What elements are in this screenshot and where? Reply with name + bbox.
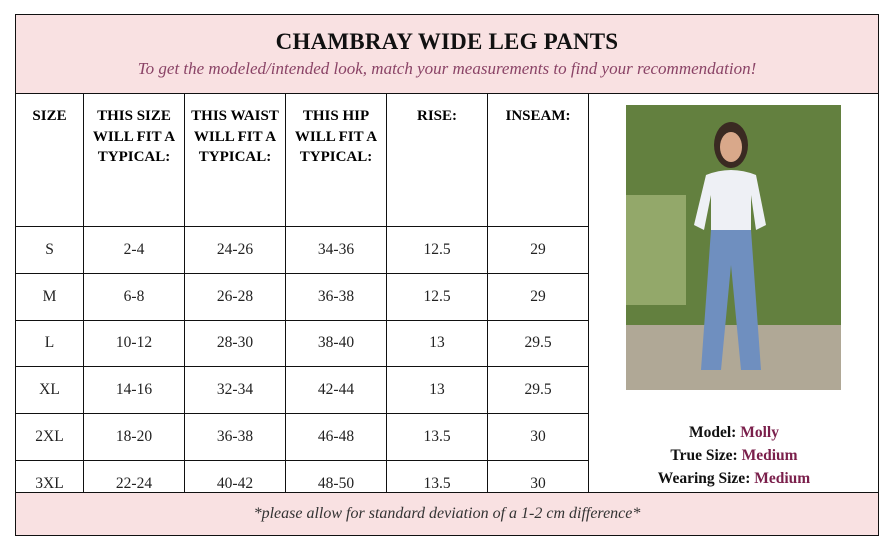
true-size-value: Medium	[741, 447, 798, 464]
true-size-label: True Size:	[670, 447, 738, 464]
table-cell: 42-44	[285, 366, 387, 415]
table-cell: 18-20	[83, 413, 185, 461]
table-cell: 24-26	[184, 226, 286, 274]
table-row: L 10-12 28-30 38-40 13 29.5	[16, 319, 589, 368]
wearing-size-value: Medium	[754, 470, 811, 487]
table-cell: 34-36	[285, 226, 387, 274]
table-cell: 36-38	[285, 272, 387, 321]
table-cell: 2XL	[16, 413, 84, 461]
table-cell: 12.5	[386, 272, 488, 321]
size-table: SIZE THIS SIZE WILL FIT A TYPICAL: THIS WA…	[16, 93, 589, 508]
model-name: Molly	[740, 424, 779, 441]
table-cell: XL	[16, 366, 84, 415]
column-header: THIS SIZE WILL FIT A TYPICAL:	[83, 93, 185, 227]
model-photo	[626, 105, 841, 390]
page-title: CHAMBRAY WIDE LEG PANTS	[275, 29, 619, 54]
table-cell: 13	[386, 319, 488, 368]
table-cell: L	[16, 319, 84, 368]
footer-note: *please allow for standard deviation of …	[16, 492, 878, 535]
table-cell: 13	[386, 366, 488, 415]
table-cell: 29	[487, 272, 589, 321]
wearing-size-label: Wearing Size:	[657, 470, 751, 487]
table-cell: 26-28	[184, 272, 286, 321]
table-cell: 30	[487, 413, 589, 461]
table-cell: 46-48	[285, 413, 387, 461]
table-cell: 29.5	[487, 319, 589, 368]
table-cell: 12.5	[386, 226, 488, 274]
column-header: RISE:	[386, 93, 488, 227]
table-cell: 2-4	[83, 226, 185, 274]
column-header: SIZE	[16, 93, 84, 227]
table-row: S 2-4 24-26 34-36 12.5 29	[16, 226, 589, 274]
subtitle: To get the modeled/intended look, match …	[137, 59, 757, 78]
column-header: THIS WAIST WILL FIT A TYPICAL:	[184, 93, 286, 227]
chart-header: CHAMBRAY WIDE LEG PANTS To get the model…	[16, 15, 878, 94]
table-cell: 38-40	[285, 319, 387, 368]
table-cell: 10-12	[83, 319, 185, 368]
table-cell: 28-30	[184, 319, 286, 368]
column-header: THIS HIP WILL FIT A TYPICAL:	[285, 93, 387, 227]
table-row: 2XL 18-20 36-38 46-48 13.5 30	[16, 413, 589, 461]
table-cell: 6-8	[83, 272, 185, 321]
table-cell: 13.5	[386, 413, 488, 461]
table-row: XL 14-16 32-34 42-44 13 29.5	[16, 366, 589, 415]
table-row: M 6-8 26-28 36-38 12.5 29	[16, 272, 589, 321]
table-cell: 36-38	[184, 413, 286, 461]
model-info: Model: Molly True Size: Medium Wearing S…	[589, 421, 879, 490]
table-cell: 29.5	[487, 366, 589, 415]
size-chart: CHAMBRAY WIDE LEG PANTS To get the model…	[15, 14, 879, 536]
table-cell: S	[16, 226, 84, 274]
table-cell: M	[16, 272, 84, 321]
table-cell: 29	[487, 226, 589, 274]
table-cell: 32-34	[184, 366, 286, 415]
table-cell: 14-16	[83, 366, 185, 415]
column-header: INSEAM:	[487, 93, 589, 227]
model-label: Model:	[689, 424, 737, 441]
